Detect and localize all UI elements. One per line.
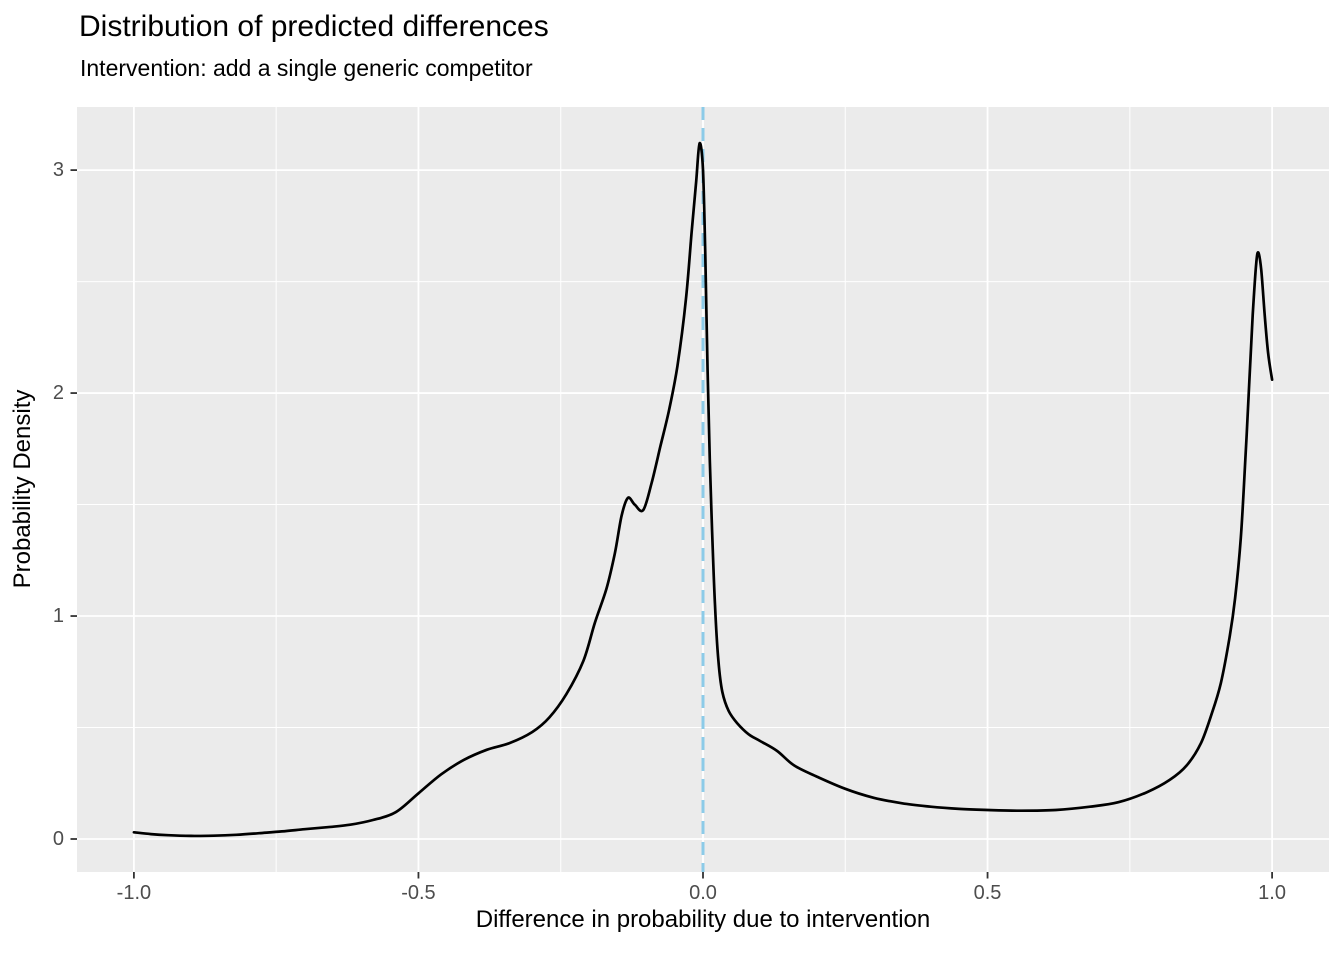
y-tick-label: 2 (52, 382, 64, 405)
y-tick-label: 3 (52, 159, 64, 182)
x-tick-label: 0.0 (689, 882, 717, 904)
x-tick-label: -1.0 (116, 882, 152, 904)
plot-title: Distribution of predicted differences (79, 10, 549, 43)
plot-subtitle: Intervention: add a single generic compe… (80, 55, 533, 81)
x-tick-label: -0.5 (401, 882, 436, 904)
x-axis-title: Difference in probability due to interve… (475, 906, 931, 933)
y-tick-label: 0 (52, 828, 64, 850)
y-tick-label: 1 (52, 605, 64, 628)
x-tick-label: 1.0 (1258, 882, 1286, 904)
x-tick-label: 0.5 (973, 882, 1002, 904)
y-axis-title: Probability Density (9, 389, 36, 589)
density-curve (132, 141, 1274, 838)
